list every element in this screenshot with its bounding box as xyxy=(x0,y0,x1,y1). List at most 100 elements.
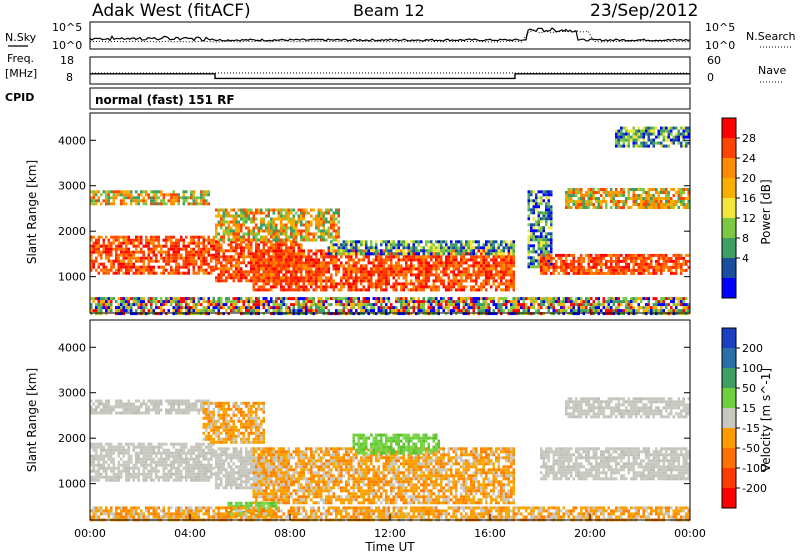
data-cell xyxy=(425,249,428,253)
data-cell xyxy=(500,273,503,277)
data-cell xyxy=(600,262,603,266)
data-cell xyxy=(177,306,180,310)
data-cell xyxy=(662,300,665,304)
data-cell xyxy=(430,303,433,307)
data-cell xyxy=(642,262,645,266)
data-cell xyxy=(630,309,633,313)
data-cell xyxy=(287,246,290,250)
data-cell xyxy=(155,256,158,260)
data-cell xyxy=(422,309,425,313)
data-cell xyxy=(155,271,158,275)
data-cell xyxy=(652,197,655,200)
data-cell xyxy=(670,312,673,316)
data-cell xyxy=(142,268,145,272)
data-cell xyxy=(202,235,205,239)
data-cell xyxy=(395,297,398,301)
data-cell xyxy=(277,235,280,239)
data-cell xyxy=(107,253,110,257)
data-cell xyxy=(175,247,178,251)
data-cell xyxy=(647,206,650,209)
data-cell xyxy=(282,208,285,212)
data-cell xyxy=(495,264,498,268)
data-cell xyxy=(260,264,263,268)
data-cell xyxy=(360,309,363,313)
data-cell xyxy=(152,196,155,200)
data-cell xyxy=(402,312,405,316)
data-cell xyxy=(427,264,430,268)
data-cell xyxy=(115,306,118,310)
data-cell xyxy=(265,243,268,247)
data-cell xyxy=(295,309,298,313)
data-cell xyxy=(167,238,170,242)
data-cell xyxy=(235,226,238,230)
data-cell xyxy=(622,194,625,197)
data-cell xyxy=(125,196,128,200)
data-cell xyxy=(617,303,620,307)
data-cell xyxy=(412,297,415,301)
data-cell xyxy=(127,196,130,200)
data-cell xyxy=(192,190,195,194)
data-cell xyxy=(632,265,635,269)
data-cell xyxy=(232,223,235,227)
data-cell xyxy=(587,309,590,313)
data-cell xyxy=(155,247,158,251)
data-cell xyxy=(302,303,305,307)
data-cell xyxy=(565,297,568,301)
data-cell xyxy=(352,297,355,301)
data-cell xyxy=(507,246,510,250)
data-cell xyxy=(127,265,130,269)
data-cell xyxy=(487,276,490,280)
data-cell xyxy=(302,208,305,212)
data-cell xyxy=(642,256,645,260)
data-cell xyxy=(605,306,608,310)
data-cell xyxy=(332,211,335,215)
data-cell xyxy=(557,312,560,316)
data-cell xyxy=(92,196,95,200)
data-cell xyxy=(305,276,308,280)
data-cell xyxy=(217,232,220,236)
data-cell xyxy=(442,246,445,250)
data-cell xyxy=(580,197,583,200)
data-cell xyxy=(302,282,305,286)
data-cell xyxy=(592,303,595,307)
data-cell xyxy=(660,126,663,130)
data-cell xyxy=(140,306,143,310)
data-cell xyxy=(450,285,453,289)
data-cell xyxy=(662,268,665,272)
data-cell xyxy=(232,258,235,262)
data-cell xyxy=(575,188,578,191)
data-cell xyxy=(437,252,440,256)
data-cell xyxy=(160,247,163,251)
data-cell xyxy=(460,300,463,304)
data-cell xyxy=(295,252,298,256)
data-cell xyxy=(332,279,335,283)
data-cell xyxy=(460,255,463,259)
data-cell xyxy=(217,211,220,215)
data-cell xyxy=(297,232,300,236)
data-cell xyxy=(292,249,295,253)
data-cell xyxy=(642,188,645,191)
data-cell xyxy=(575,300,578,304)
data-cell xyxy=(240,309,243,313)
data-cell xyxy=(567,262,570,266)
data-cell xyxy=(175,253,178,257)
data-cell xyxy=(140,300,143,304)
data-cell xyxy=(342,306,345,310)
data-cell xyxy=(547,202,550,206)
data-cell xyxy=(215,306,218,310)
data-cell xyxy=(312,217,315,221)
data-cell xyxy=(407,282,410,286)
data-cell xyxy=(242,306,245,310)
data-cell xyxy=(147,262,150,266)
data-cell xyxy=(335,273,338,277)
data-cell xyxy=(245,297,248,301)
data-cell xyxy=(582,200,585,203)
data-cell xyxy=(122,297,125,301)
data-cell xyxy=(155,303,158,307)
data-cell xyxy=(487,246,490,250)
data-cell xyxy=(607,303,610,307)
data-cell xyxy=(627,188,630,191)
data-cell xyxy=(155,253,158,257)
data-cell xyxy=(475,261,478,265)
data-cell xyxy=(217,273,220,277)
